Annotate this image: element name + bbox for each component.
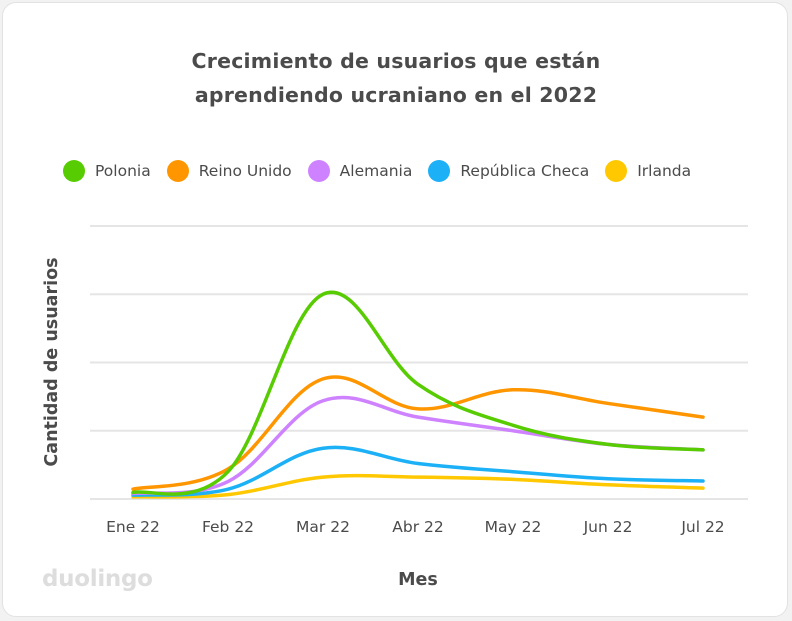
x-tick-label: Jun 22 — [583, 518, 633, 536]
series-line-irlanda — [131, 473, 705, 499]
legend-swatch — [307, 160, 330, 182]
legend-swatch — [605, 160, 628, 182]
legend-label: República Checa — [460, 162, 590, 180]
legend-label: Reino Unido — [198, 162, 292, 180]
series-line-rep-blica-checa — [131, 445, 705, 497]
series-line-reino-unido — [131, 375, 705, 491]
legend-label: Polonia — [95, 162, 151, 180]
chart-title: Crecimiento de usuarios que están aprend… — [0, 44, 792, 112]
x-tick-label: Mar 22 — [296, 518, 350, 536]
chart-legend: Polonia Reino Unido Alemania República C… — [63, 158, 707, 184]
x-tick-label: Jul 22 — [680, 518, 724, 536]
legend-item-reino-unido: Reino Unido — [166, 160, 292, 182]
duolingo-logo: duolingo — [42, 566, 153, 592]
x-axis-label: Mes — [398, 570, 438, 590]
legend-label: Irlanda — [637, 162, 692, 180]
series-line-polonia — [131, 290, 705, 496]
x-tick-label: Feb 22 — [202, 518, 254, 536]
legend-label: Alemania — [339, 162, 413, 180]
chart-title-line-2: aprendiendo ucraniano en el 2022 — [194, 83, 598, 107]
x-tick-label: May 22 — [485, 518, 542, 536]
y-axis-label: Cantidad de usuarios — [42, 257, 62, 467]
x-tick-label: Ene 22 — [106, 518, 160, 536]
legend-item-polonia: Polonia — [63, 160, 151, 182]
legend-item-alemania: Alemania — [307, 160, 413, 182]
legend-swatch — [63, 160, 85, 182]
legend-swatch — [166, 160, 189, 182]
legend-swatch — [428, 160, 451, 182]
x-tick-label: Abr 22 — [392, 518, 443, 536]
legend-item-irlanda: Irlanda — [605, 160, 691, 182]
legend-item-republica-checa: República Checa — [428, 160, 589, 182]
chart-title-line-1: Crecimiento de usuarios que están — [191, 49, 601, 73]
